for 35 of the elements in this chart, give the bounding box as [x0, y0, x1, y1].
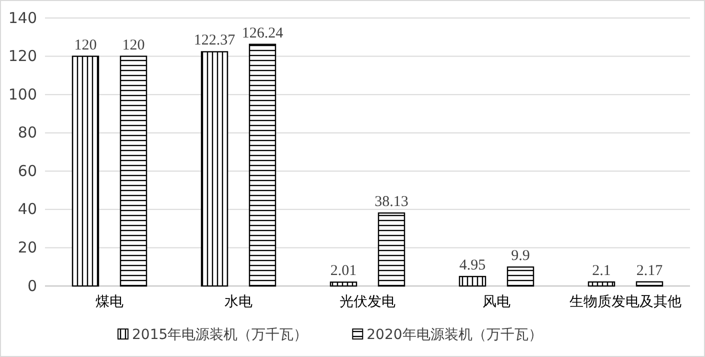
data-label: 126.24: [242, 25, 284, 42]
bar: [72, 56, 100, 287]
legend-label: 2015年电源装机（万千瓦）: [132, 327, 308, 343]
data-label: 2.1: [592, 262, 611, 279]
y-tick-label: 0: [27, 276, 37, 295]
bar: [458, 276, 486, 287]
bar: [248, 44, 276, 287]
y-tick-label: 80: [18, 124, 37, 142]
data-label: 122.37: [194, 32, 236, 49]
x-tick-label: 水电: [224, 294, 252, 310]
bar: [378, 212, 406, 287]
legend-label: 2020年电源装机（万千瓦）: [366, 327, 542, 343]
y-tick-label: 120: [8, 47, 37, 66]
x-tick-label: 煤电: [96, 294, 124, 310]
bar: [506, 266, 534, 287]
bar: [330, 282, 358, 287]
data-label: 2.01: [330, 263, 357, 280]
x-tick-label: 光伏发电: [340, 294, 396, 310]
bar: [120, 56, 148, 287]
x-tick-label: 风电: [482, 294, 510, 310]
data-label: 120: [74, 37, 97, 54]
data-label: 120: [122, 37, 145, 54]
data-label: 2.17: [636, 262, 664, 279]
x-tick-label: 生物质发电及其他: [570, 294, 682, 310]
data-label: 9.9: [511, 248, 530, 264]
y-tick-label: 40: [18, 200, 37, 218]
data-label: 38.13: [374, 194, 408, 210]
y-tick-label: 60: [18, 162, 37, 180]
bar: [200, 51, 228, 287]
y-tick-label: 140: [8, 8, 37, 27]
data-label: 4.95: [459, 258, 486, 274]
bar: [588, 281, 616, 287]
y-tick-label: 20: [18, 238, 37, 257]
bar: [636, 281, 664, 287]
y-tick-label: 100: [8, 85, 37, 104]
